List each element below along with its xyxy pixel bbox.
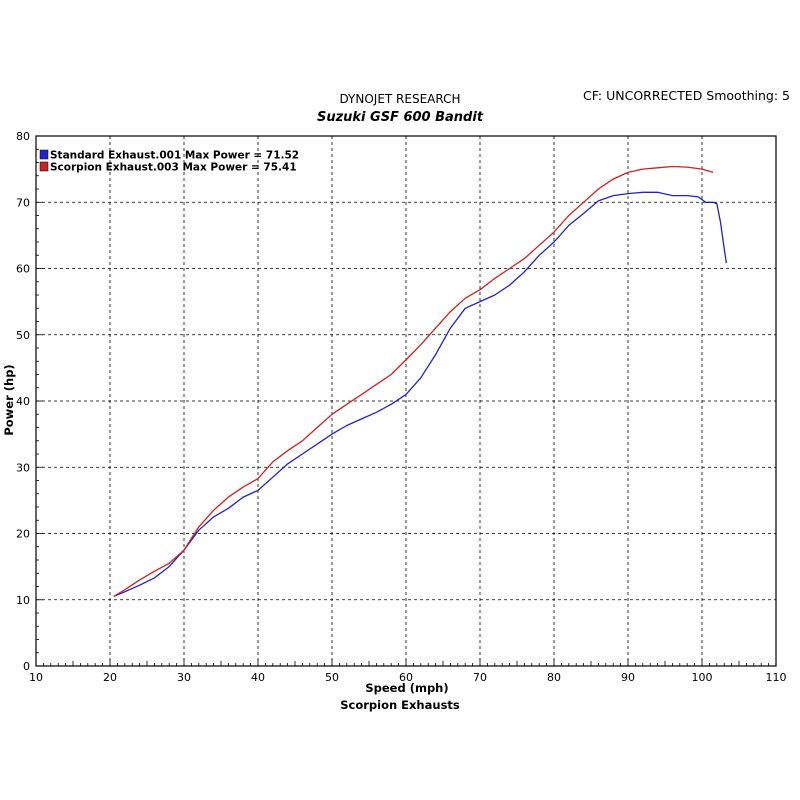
x-axis-label: Speed (mph) xyxy=(365,681,448,695)
correction-info: CF: UNCORRECTED Smoothing: 5 xyxy=(582,88,790,103)
x-tick-label: 60 xyxy=(399,671,413,684)
y-tick-label: 30 xyxy=(16,461,30,474)
x-tick-label: 100 xyxy=(692,671,713,684)
y-tick-labels: 0 10 20 30 40 50 60 70 80 xyxy=(16,130,30,673)
legend-label: Standard Exhaust.001 Max Power = 71.52 xyxy=(50,150,299,162)
chart-caption: Scorpion Exhausts xyxy=(340,698,460,712)
x-tick-label: 80 xyxy=(547,671,561,684)
series-line-1 xyxy=(113,191,728,598)
legend-swatch xyxy=(39,149,49,160)
series-line-2 xyxy=(113,165,714,597)
y-tick-label: 0 xyxy=(23,660,30,673)
chart-title: DYNOJET RESEARCH xyxy=(339,92,461,106)
series-layer xyxy=(113,165,728,598)
y-tick-label: 80 xyxy=(16,130,30,143)
chart-subtitle: Suzuki GSF 600 Bandit xyxy=(316,110,484,125)
x-tick-label: 90 xyxy=(621,671,635,684)
x-tick-label: 30 xyxy=(177,671,191,684)
x-tick-label: 10 xyxy=(29,671,43,684)
y-tick-label: 20 xyxy=(16,528,30,541)
legend-label: Scorpion Exhaust.003 Max Power = 75.41 xyxy=(50,162,297,174)
y-tick-label: 40 xyxy=(16,395,30,408)
legend: Standard Exhaust.001 Max Power = 71.52Sc… xyxy=(39,149,299,174)
x-tick-label: 40 xyxy=(251,671,265,684)
y-axis-label: Power (hp) xyxy=(2,364,16,435)
plot-frame xyxy=(35,135,777,667)
grid-lines xyxy=(36,136,776,666)
y-tick-label: 60 xyxy=(16,263,30,276)
y-tick-label: 50 xyxy=(16,329,30,342)
x-tick-label: 70 xyxy=(473,671,487,684)
legend-swatch xyxy=(39,161,49,172)
x-tick-labels: 10 20 30 40 50 60 70 80 90 100 110 xyxy=(29,671,787,684)
x-tick-label: 20 xyxy=(103,671,117,684)
y-tick-label: 10 xyxy=(16,594,30,607)
y-tick-label: 70 xyxy=(16,196,30,209)
x-tick-label: 50 xyxy=(325,671,339,684)
x-tick-label: 110 xyxy=(766,671,787,684)
